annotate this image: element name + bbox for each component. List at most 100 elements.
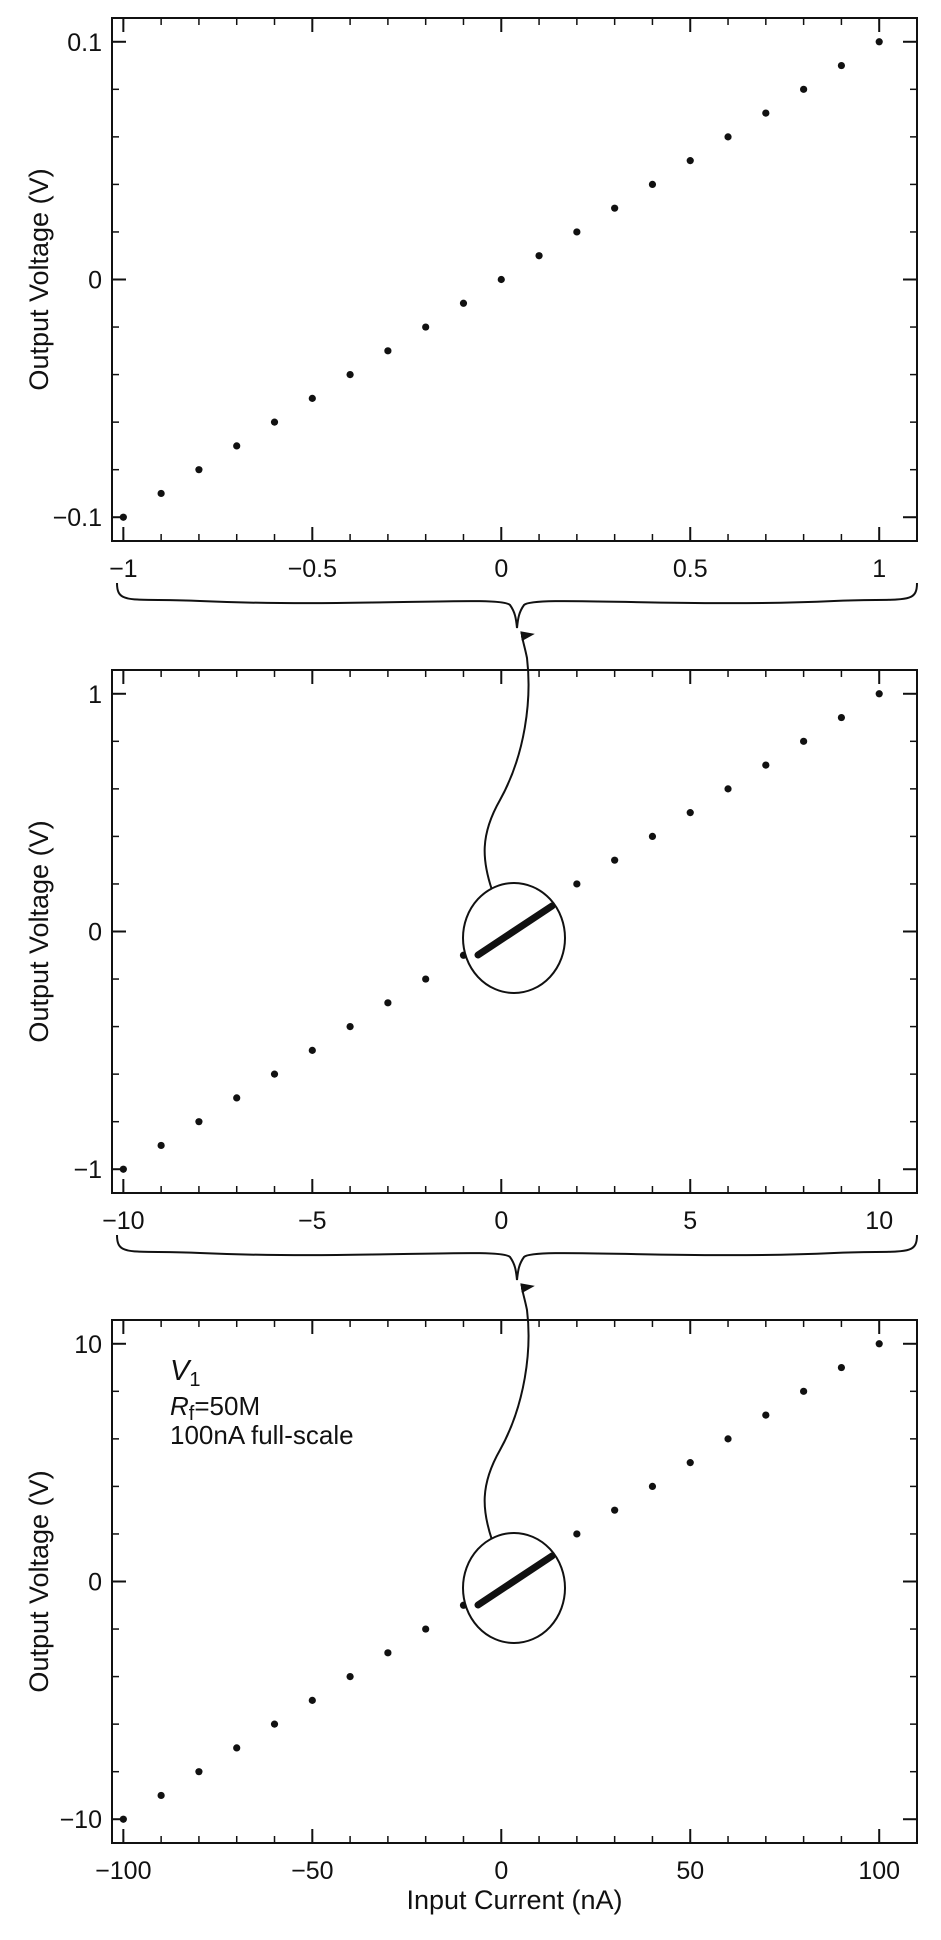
data-point [497, 275, 505, 284]
x-tick-label: −0.5 [288, 555, 337, 583]
x-tick-label: −10 [102, 1207, 144, 1235]
annotation-fullscale: 100nA full-scale [170, 1420, 354, 1450]
data-point [459, 299, 468, 307]
data-point [422, 975, 430, 983]
data-point [800, 1387, 808, 1395]
data-point [346, 370, 354, 379]
data-point [611, 1506, 619, 1514]
plot-frame-1 [111, 17, 918, 542]
data-point [195, 1118, 203, 1126]
data-point [573, 880, 581, 888]
data-point [875, 1340, 883, 1348]
x-tick-label: −100 [95, 1857, 151, 1885]
annotation-rf: Rf=50M [170, 1391, 260, 1425]
x-tick-label: −1 [109, 555, 138, 583]
x-tick-label: 1 [872, 555, 886, 583]
data-point [837, 1363, 846, 1372]
zoom-data-line-1 [474, 902, 556, 959]
x-tick-label: 0 [494, 555, 508, 583]
data-point [800, 85, 808, 93]
data-point [573, 1530, 581, 1538]
x-tick-label: 5 [683, 1207, 697, 1235]
data-point [535, 252, 543, 260]
data-point [724, 133, 732, 141]
data-point [157, 1141, 165, 1150]
data-point [157, 1791, 165, 1800]
zoom-arrow-2 [483, 1283, 535, 1541]
zoom-ellipse-1 [462, 882, 566, 994]
y-tick-label: 0 [88, 267, 102, 295]
x-tick-label: 0 [494, 1207, 508, 1235]
data-point [308, 1696, 316, 1704]
data-point [875, 690, 883, 698]
x-tick-label: −5 [298, 1207, 327, 1235]
zoom-ellipse-2 [462, 1532, 566, 1644]
y-axis-label: Output Voltage (V) [24, 168, 54, 390]
data-point [346, 1672, 354, 1681]
data-point [648, 180, 657, 189]
data-point [686, 1459, 694, 1467]
data-point [384, 1649, 392, 1657]
data-point [800, 737, 808, 745]
data-point [384, 999, 392, 1007]
data-point [422, 1625, 430, 1633]
data-point [270, 1720, 279, 1728]
data-point [837, 713, 846, 722]
zoom-arrow-1 [483, 631, 535, 891]
data-point [762, 109, 770, 117]
data-point [195, 466, 203, 474]
data-point [611, 856, 619, 864]
data-point [648, 1482, 657, 1491]
data-point [422, 323, 430, 331]
y-axis-label: Output Voltage (V) [24, 1470, 54, 1692]
x-tick-label: 0 [494, 1857, 508, 1885]
data-point [308, 394, 316, 402]
data-point [233, 1094, 241, 1102]
y-axis-label: Output Voltage (V) [24, 820, 54, 1042]
data-point [648, 832, 657, 841]
data-point [233, 442, 241, 450]
x-tick-label: 10 [865, 1207, 893, 1235]
x-tick-label: 50 [676, 1857, 704, 1885]
data-point [837, 61, 846, 70]
x-tick-label: −50 [291, 1857, 333, 1885]
y-tick-label: 0 [88, 919, 102, 947]
data-point [384, 347, 392, 355]
y-tick-label: −1 [73, 1156, 102, 1184]
data-point [724, 1435, 732, 1443]
data-point [270, 418, 279, 426]
y-tick-label: 0.1 [67, 29, 102, 57]
data-point [195, 1768, 203, 1776]
data-point [611, 204, 619, 212]
zoom-data-line-2 [474, 1552, 556, 1609]
data-point [686, 809, 694, 817]
data-point [875, 38, 883, 46]
zoom-inset-2 [462, 1283, 566, 1644]
data-point [346, 1022, 354, 1031]
y-tick-label: 0 [88, 1569, 102, 1597]
brace-1 [116, 582, 918, 629]
data-point [762, 761, 770, 769]
y-tick-label: 10 [74, 1331, 102, 1359]
zoom-inset-1 [462, 631, 566, 994]
data-point [233, 1744, 241, 1752]
data-point [119, 1165, 127, 1173]
y-tick-label: −0.1 [53, 504, 102, 532]
brace-2 [116, 1234, 918, 1281]
annotation-v1: V1 [170, 1355, 200, 1391]
data-point [308, 1046, 316, 1054]
data-point [270, 1070, 279, 1078]
data-point [686, 157, 694, 165]
data-point [119, 513, 127, 521]
data-point [724, 785, 732, 793]
x-axis-label: Input Current (nA) [406, 1885, 622, 1915]
data-point [573, 228, 581, 236]
chart-panel-1: −1 −0.5 0 0.5 1 −0.1 0 0.1 Output Voltage (V) [24, 17, 918, 583]
data-point [157, 489, 165, 498]
x-tick-label: 100 [858, 1857, 900, 1885]
x-tick-label: 0.5 [673, 555, 708, 583]
data-point [762, 1411, 770, 1419]
